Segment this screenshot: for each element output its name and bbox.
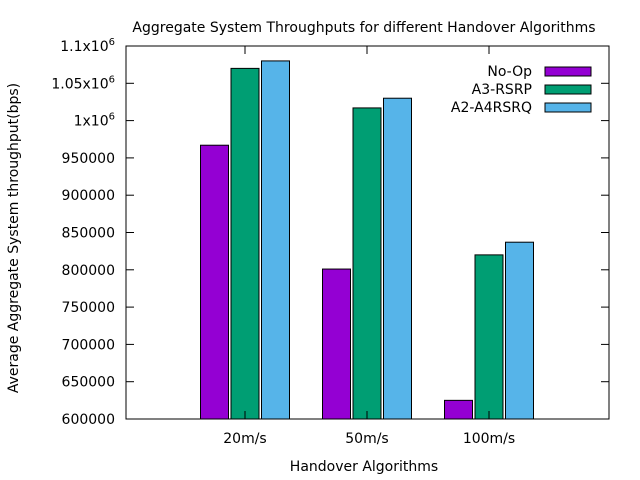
bar-a3-rsrp-20m/s	[230, 67, 260, 420]
y-tick-label: 1x106	[74, 112, 115, 130]
bar-a2-a4rsrq-20m/s	[261, 60, 290, 420]
y-tick-label: 850000	[62, 226, 115, 242]
y-tick-exponent: 6	[109, 74, 115, 85]
y-tick-exponent: 6	[109, 112, 115, 123]
legend-label: A3-RSRP	[472, 82, 532, 98]
y-tick-label: 1.1x106	[60, 37, 115, 55]
legend-swatch	[544, 84, 592, 95]
legend-swatch	[544, 102, 592, 113]
bar-a2-a4rsrq-50m/s	[383, 97, 412, 420]
legend: No-Op A3-RSRP A2-A4RSRQ	[451, 64, 592, 116]
y-tick-label: 950000	[62, 151, 115, 167]
bar-no-op-20m/s	[200, 144, 229, 420]
y-tick-label: 700000	[62, 337, 115, 353]
bar-a3-rsrp-50m/s	[352, 107, 382, 420]
y-tick-label: 1.05x106	[51, 74, 115, 92]
y-tick-label: 750000	[62, 300, 115, 316]
legend-label: A2-A4RSRQ	[451, 100, 532, 116]
y-tick-exponent: 6	[109, 37, 115, 48]
y-tick-label: 600000	[62, 412, 115, 428]
x-tick-label: 100m/s	[463, 431, 515, 447]
bars-group	[200, 60, 534, 420]
y-tick-label: 900000	[62, 188, 115, 204]
bar-no-op-50m/s	[322, 268, 351, 420]
chart-title: Aggregate System Throughputs for differe…	[132, 20, 595, 36]
legend-swatch	[544, 66, 592, 77]
x-tick-label: 50m/s	[345, 431, 388, 447]
y-axis-label: Average Aggregate System throughput(bps)	[6, 83, 22, 393]
x-tick-label: 20m/s	[223, 431, 266, 447]
y-tick-label: 650000	[62, 375, 115, 391]
x-axis-label: Handover Algorithms	[290, 459, 438, 475]
axes-group: 600000 650000 700000 750000 800000 850000 9000…	[51, 37, 610, 447]
y-tick-label: 800000	[62, 263, 115, 279]
bar-a3-rsrp-100m/s	[474, 254, 504, 420]
bar-a2-a4rsrq-100m/s	[505, 241, 534, 420]
legend-label: No-Op	[487, 64, 532, 80]
bar-no-op-100m/s	[444, 399, 473, 420]
